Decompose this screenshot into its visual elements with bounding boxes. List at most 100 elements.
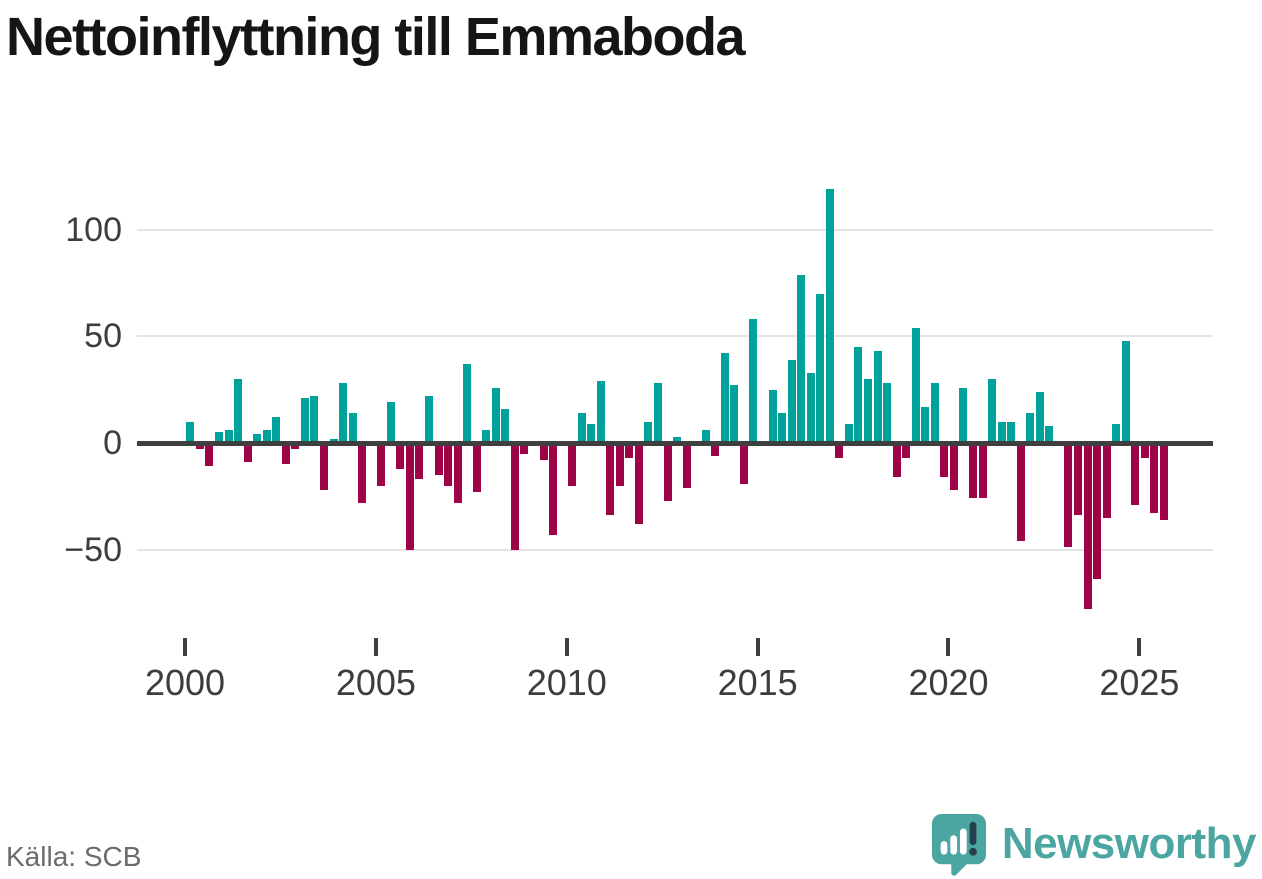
bar <box>921 406 930 443</box>
bar <box>577 413 586 443</box>
x-axis-tick <box>946 638 951 656</box>
x-axis-tick-label: 2020 <box>908 662 989 703</box>
bar <box>424 396 433 443</box>
bar <box>224 430 233 443</box>
x-axis-tick-label: 2015 <box>717 662 798 703</box>
bar <box>386 402 395 443</box>
bar <box>739 443 748 484</box>
bar <box>911 327 920 443</box>
bar <box>730 385 739 443</box>
bar <box>778 413 787 443</box>
bar <box>682 443 691 488</box>
bar <box>902 443 911 458</box>
bar <box>444 443 453 486</box>
x-axis-tick <box>1137 638 1142 656</box>
bar <box>396 443 405 469</box>
bar <box>1064 443 1073 548</box>
bar <box>358 443 367 503</box>
logo-speech-bubble-chart-icon <box>931 814 986 876</box>
bar <box>1150 443 1159 514</box>
bar <box>1016 443 1025 542</box>
bar <box>1045 425 1054 443</box>
bar <box>968 443 977 499</box>
x-axis-tick <box>373 638 378 656</box>
bar <box>634 443 643 525</box>
bar <box>959 387 968 443</box>
bar <box>988 379 997 443</box>
bar <box>186 421 195 443</box>
bar <box>501 408 510 443</box>
bar <box>1140 443 1149 458</box>
bar <box>205 443 214 467</box>
bar <box>997 421 1006 443</box>
bar <box>243 443 252 463</box>
y-axis-tick-label: −50 <box>64 530 122 569</box>
bar <box>377 443 386 486</box>
zero-baseline <box>137 441 1213 446</box>
gridline <box>137 228 1213 231</box>
bar <box>253 434 262 443</box>
bar <box>291 443 300 450</box>
bar <box>930 383 939 443</box>
bar <box>539 443 548 461</box>
bar <box>806 372 815 443</box>
bar <box>711 443 720 456</box>
bar <box>873 351 882 443</box>
x-axis-tick-label: 2010 <box>526 662 607 703</box>
y-axis-tick-label: 50 <box>84 317 122 356</box>
newsworthy-logo: Newsworthy <box>930 812 1257 876</box>
bar <box>844 423 853 443</box>
bar <box>348 413 357 443</box>
bar <box>1131 443 1140 505</box>
bar <box>644 421 653 443</box>
bar <box>1093 443 1102 580</box>
x-axis-tick <box>183 638 187 656</box>
bar <box>339 383 348 443</box>
bar <box>797 274 806 443</box>
bar <box>262 430 271 443</box>
bar <box>472 443 481 493</box>
bar <box>1035 391 1044 443</box>
bar <box>195 443 204 450</box>
bar <box>1073 443 1082 516</box>
bar <box>864 379 872 443</box>
bar <box>1083 443 1092 610</box>
bar <box>816 293 825 443</box>
x-axis-tick-label: 2005 <box>335 662 416 703</box>
bar <box>854 347 863 443</box>
bar <box>1121 340 1130 443</box>
bar <box>587 423 596 443</box>
x-axis-tick <box>564 638 569 656</box>
bar <box>329 438 338 443</box>
bar <box>453 443 462 503</box>
bar <box>482 430 491 443</box>
bar <box>940 443 949 478</box>
bar <box>596 381 605 443</box>
bar <box>272 417 281 443</box>
source-note: Källa: SCB <box>6 841 142 872</box>
bar <box>215 432 224 443</box>
bar <box>978 443 987 499</box>
bar <box>405 443 414 550</box>
bar <box>768 389 777 443</box>
page-title: Nettoinflyttning till Emmaboda <box>6 7 745 67</box>
bar <box>463 364 472 443</box>
bar <box>434 443 443 475</box>
bar <box>749 319 758 443</box>
bar <box>1007 421 1016 443</box>
x-axis-tick-label: 2000 <box>144 662 226 703</box>
bar <box>606 443 615 516</box>
bar <box>568 443 577 486</box>
x-axis-tick-label: 2025 <box>1099 662 1180 703</box>
bar <box>491 387 500 443</box>
bar <box>1026 413 1035 443</box>
bar <box>883 383 892 443</box>
bar <box>415 443 424 480</box>
logo-wordmark: Newsworthy <box>1001 819 1257 868</box>
gridline <box>137 548 1213 551</box>
bar <box>520 443 529 454</box>
bar <box>549 443 558 535</box>
bar <box>654 383 663 443</box>
bar <box>300 398 309 443</box>
